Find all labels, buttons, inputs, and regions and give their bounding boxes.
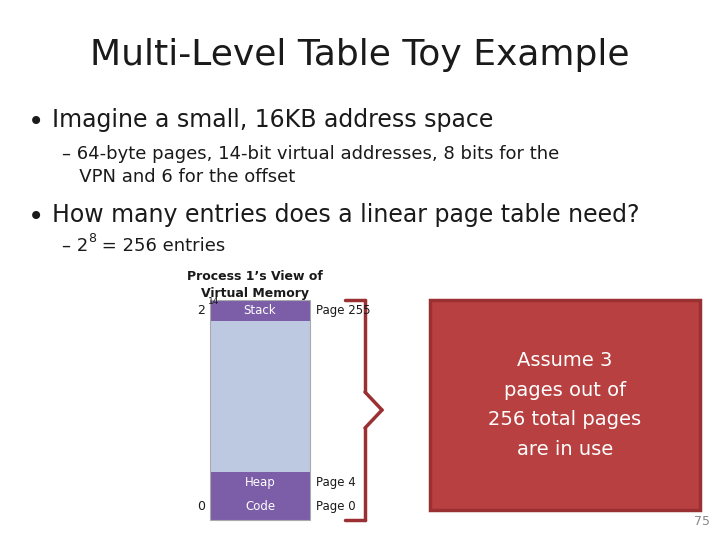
Text: Imagine a small, 16KB address space: Imagine a small, 16KB address space <box>52 108 493 132</box>
Text: – 64-byte pages, 14-bit virtual addresses, 8 bits for the: – 64-byte pages, 14-bit virtual addresse… <box>62 145 559 163</box>
Text: Stack: Stack <box>243 304 276 317</box>
Text: – 2: – 2 <box>62 237 89 255</box>
Text: Heap: Heap <box>245 476 275 489</box>
Text: 14: 14 <box>208 297 220 306</box>
Text: 2: 2 <box>197 304 205 317</box>
Text: Code: Code <box>245 500 275 513</box>
Bar <box>210 492 310 520</box>
Text: Page 4: Page 4 <box>316 476 356 489</box>
Bar <box>210 471 310 492</box>
Text: 75: 75 <box>694 515 710 528</box>
Text: = 256 entries: = 256 entries <box>96 237 225 255</box>
Text: •: • <box>28 203 44 231</box>
Text: Multi-Level Table Toy Example: Multi-Level Table Toy Example <box>90 38 630 72</box>
Text: How many entries does a linear page table need?: How many entries does a linear page tabl… <box>52 203 639 227</box>
Text: 0: 0 <box>197 500 205 513</box>
Text: 8: 8 <box>88 232 96 245</box>
Bar <box>430 300 700 510</box>
Text: Assume 3
pages out of
256 total pages
are in use: Assume 3 pages out of 256 total pages ar… <box>488 351 642 459</box>
Text: Page 0: Page 0 <box>316 500 356 513</box>
Bar <box>210 300 310 321</box>
Bar <box>210 321 310 471</box>
Text: Process 1’s View of
Virtual Memory: Process 1’s View of Virtual Memory <box>187 270 323 300</box>
Text: VPN and 6 for the offset: VPN and 6 for the offset <box>62 168 295 186</box>
Bar <box>210 300 310 520</box>
Text: Page 255: Page 255 <box>316 304 371 317</box>
Text: •: • <box>28 108 44 136</box>
